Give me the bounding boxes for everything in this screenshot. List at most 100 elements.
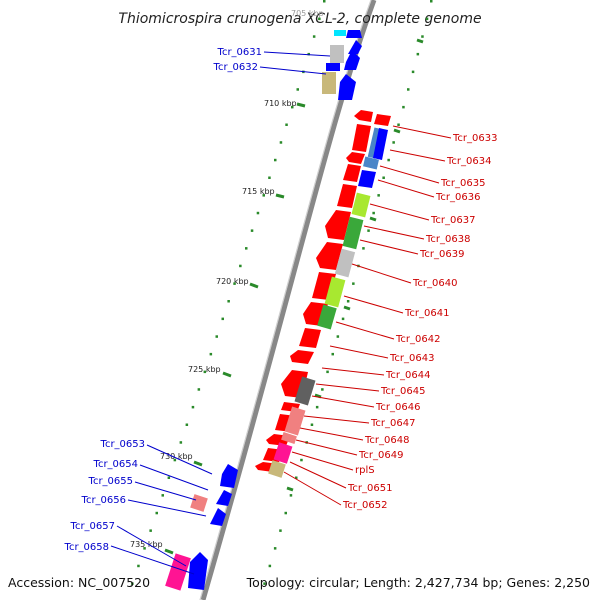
label-connector [315, 383, 380, 392]
ruler-minor-tick [289, 494, 293, 497]
gene-arrow[interactable] [354, 110, 373, 122]
gene-group-top [322, 30, 362, 100]
gene-label-right[interactable]: Tcr_0640 [412, 278, 457, 289]
gene-feature[interactable] [165, 553, 191, 591]
gene-feature[interactable] [351, 192, 371, 218]
gene-label-left[interactable]: Tcr_0658 [64, 542, 109, 553]
ruler-minor-tick [315, 405, 319, 409]
ruler-minor-tick [274, 158, 277, 162]
ruler-minor-tick [295, 476, 298, 479]
gene-label-right[interactable]: Tcr_0642 [395, 334, 440, 345]
ruler-minor-tick [137, 564, 140, 568]
gene-arrow[interactable] [352, 124, 371, 152]
gene-label-right[interactable]: Tcr_0638 [425, 234, 470, 245]
gene-label-left[interactable]: Tcr_0632 [213, 62, 258, 73]
gene-label-right[interactable]: rplS [355, 465, 375, 476]
gene-label-right[interactable]: Tcr_0647 [370, 418, 415, 429]
gene-arrow[interactable] [216, 490, 232, 506]
ruler-minor-tick [312, 35, 316, 38]
ruler-minor-tick [233, 282, 236, 285]
gene-label-right[interactable]: Tcr_0652 [342, 500, 387, 511]
gene-arrow[interactable] [299, 328, 321, 348]
gene-feature[interactable] [363, 156, 379, 170]
label-connector [295, 439, 358, 456]
gene-arrow[interactable] [220, 464, 238, 488]
gene-label-right[interactable]: Tcr_0648 [364, 435, 409, 446]
ruler-minor-tick [268, 564, 272, 568]
gene-feature[interactable] [284, 406, 306, 436]
gene-arrow[interactable] [337, 184, 357, 208]
ruler-label-725: 725 kbp [188, 365, 221, 374]
gene-feature[interactable] [268, 460, 286, 478]
label-connector [335, 321, 395, 340]
ruler-tick [222, 371, 232, 378]
ruler-label-710: 710 kbp [264, 99, 297, 108]
ruler-minor-tick [300, 458, 303, 462]
ruler-label-720: 720 kbp [216, 277, 249, 286]
gene-label-right[interactable]: Tcr_0641 [404, 308, 449, 319]
gene-feature[interactable] [322, 72, 336, 94]
gene-arrow[interactable] [346, 152, 365, 164]
gene-label-right[interactable]: Tcr_0635 [440, 178, 485, 189]
ruler-minor-tick [227, 300, 230, 303]
gene-arrow[interactable] [210, 508, 226, 526]
gene-feature[interactable] [342, 216, 364, 250]
gene-label-right[interactable]: Tcr_0649 [358, 450, 403, 461]
gene-label-right[interactable]: Tcr_0645 [380, 386, 425, 397]
gene-arrow[interactable] [358, 170, 376, 188]
label-connector [289, 461, 347, 489]
gene-label-right[interactable]: Tcr_0637 [430, 215, 475, 226]
gene-arrow[interactable] [338, 74, 356, 100]
gene-arrow[interactable] [316, 242, 343, 270]
ruler-minor-tick [197, 388, 201, 391]
gene-label-right[interactable]: Tcr_0633 [452, 133, 497, 144]
gene-label-right[interactable]: Tcr_0643 [389, 353, 434, 364]
gene-feature[interactable] [334, 248, 356, 278]
right-gene-labels: Tcr_0633 Tcr_0634 Tcr_0635 Tcr_0636 Tcr_… [342, 133, 497, 511]
gene-arrow[interactable] [348, 40, 362, 54]
ruler-tick [193, 460, 203, 467]
gene-label-left[interactable]: Tcr_0631 [217, 47, 262, 58]
gene-group-outer [268, 114, 391, 478]
gene-feature[interactable] [190, 494, 208, 512]
gene-label-right[interactable]: Tcr_0644 [385, 370, 430, 381]
gene-arrow[interactable] [325, 210, 351, 240]
ruler-minor-tick [425, 17, 429, 21]
gene-label-right[interactable]: Tcr_0646 [375, 402, 420, 413]
gene-arrow[interactable] [373, 128, 388, 160]
gene-label-right[interactable]: Tcr_0634 [446, 156, 491, 167]
ruler-label-730: 730 kbp [160, 452, 193, 461]
label-connector [303, 415, 370, 424]
gene-label-left[interactable]: Tcr_0653 [100, 439, 145, 450]
gene-label-left[interactable]: Tcr_0654 [93, 459, 138, 470]
gene-feature[interactable] [281, 432, 297, 444]
ruler-minor-tick [336, 335, 340, 338]
gene-feature[interactable] [294, 376, 316, 406]
gene-arrow[interactable] [290, 350, 314, 364]
label-connectors [110, 51, 452, 575]
gene-label-right[interactable]: Tcr_0636 [435, 192, 480, 203]
gene-feature[interactable] [317, 304, 337, 330]
gene-label-left[interactable]: Tcr_0656 [81, 495, 126, 506]
gene-feature[interactable] [326, 63, 340, 71]
ruler-minor-tick [318, 17, 321, 21]
ruler-minor-tick [250, 229, 254, 232]
gene-arrow[interactable] [344, 50, 360, 70]
gene-label-right[interactable]: Tcr_0651 [347, 483, 392, 494]
gene-feature[interactable] [330, 45, 344, 63]
gene-label-right[interactable]: Tcr_0639 [419, 249, 464, 260]
label-connector [369, 203, 430, 221]
ruler-tick [369, 216, 377, 222]
gene-arrow[interactable] [374, 114, 391, 126]
gene-feature[interactable] [324, 276, 346, 308]
gene-arrow[interactable] [188, 552, 208, 590]
gene-label-left[interactable]: Tcr_0657 [70, 521, 115, 532]
gene-arrow[interactable] [343, 164, 361, 182]
gene-arrow[interactable] [346, 30, 362, 38]
ruler-minor-tick [215, 335, 218, 338]
ruler-minor-tick [262, 194, 265, 197]
gene-label-left[interactable]: Tcr_0655 [88, 476, 133, 487]
gene-feature[interactable] [273, 442, 293, 464]
ruler-minor-tick [402, 105, 405, 109]
gene-feature[interactable] [334, 30, 346, 36]
